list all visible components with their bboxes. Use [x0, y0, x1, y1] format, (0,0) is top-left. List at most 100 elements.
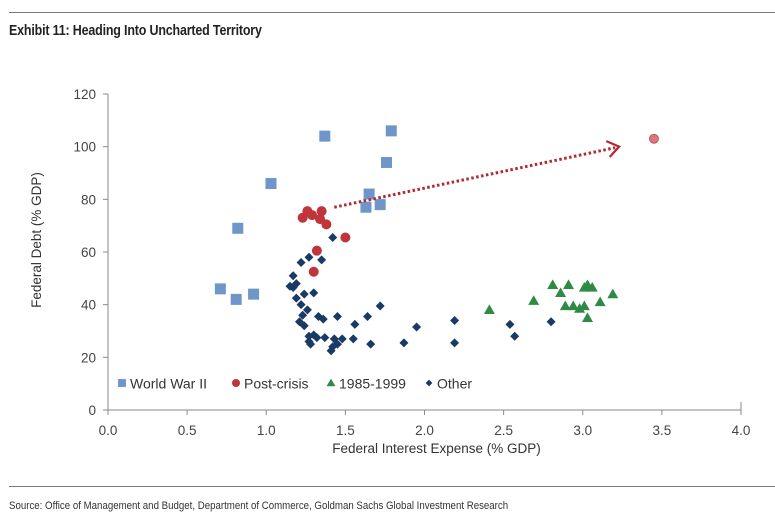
point-other [399, 338, 409, 348]
legend-other-icon [425, 379, 433, 387]
point-1985-1999 [581, 312, 593, 322]
point-world-war-ii [360, 201, 372, 213]
y-tick-label: 40 [81, 298, 96, 313]
point-other [312, 333, 322, 343]
point-other [510, 331, 520, 341]
point-1985-1999 [563, 279, 575, 290]
point-other [320, 333, 330, 343]
point-other [366, 339, 376, 349]
point-other [505, 319, 515, 329]
legend-label: 1985-1999 [339, 376, 406, 392]
point-world-war-ii [232, 222, 244, 234]
y-tick-label: 60 [81, 245, 96, 260]
point-other [299, 321, 309, 331]
x-axis-title: Federal Interest Expense (% GDP) [332, 441, 541, 456]
point-other [306, 339, 316, 349]
point-post-crisis [308, 266, 319, 277]
point-other [291, 293, 301, 303]
projection-arrow-line [333, 146, 616, 209]
point-other [296, 300, 306, 310]
point-1985-1999 [567, 300, 579, 311]
point-post-crisis [307, 210, 318, 221]
point-other [309, 288, 319, 298]
point-other [350, 319, 360, 329]
legend-item-other: Other [425, 376, 472, 392]
point-1985-1999 [555, 287, 567, 297]
y-tick-label: 0 [88, 403, 96, 418]
point-1985-1999 [483, 304, 495, 315]
point-world-war-ii [363, 188, 375, 200]
projection-arrow-head [605, 140, 621, 158]
point-1985-1999 [547, 279, 559, 290]
x-tick-label: 0.0 [99, 423, 118, 438]
point-1985-1999 [574, 303, 586, 313]
scatter-chart: 0 20 40 60 80 100 120 0.0 0.5 1.0 1.5 2.0 2.5 3.0 3.5 4… [29, 87, 750, 456]
y-tick-label: 120 [73, 87, 96, 102]
x-tick-label: 4.0 [732, 423, 751, 438]
point-1985-1999 [607, 288, 619, 299]
point-other [318, 314, 328, 324]
point-other [450, 315, 460, 325]
legend-item-post-crisis: Post-crisis [232, 376, 309, 392]
point-other [332, 312, 342, 322]
point-other [296, 258, 306, 268]
point-post-crisis [340, 232, 351, 243]
point-world-war-ii [319, 130, 331, 142]
point-post-crisis [321, 219, 332, 230]
x-tick-label: 3.5 [652, 423, 671, 438]
point-other [298, 310, 308, 320]
top-rule [9, 12, 775, 13]
point-other [412, 322, 422, 332]
point-post-crisis [316, 206, 327, 217]
point-world-war-ii [374, 199, 386, 211]
point-other [363, 312, 373, 322]
point-other [304, 252, 314, 262]
point-other [375, 301, 385, 311]
x-tick-label: 2.0 [415, 423, 434, 438]
point-other [326, 346, 336, 356]
y-tick-label: 100 [73, 140, 96, 155]
point-1985-1999 [528, 295, 540, 305]
annotations [333, 140, 621, 209]
point-1985-1999 [586, 282, 598, 292]
legend-item-1985-1999: 1985-1999 [326, 376, 406, 392]
y-tick-label: 20 [81, 350, 96, 365]
point-world-war-ii [214, 283, 226, 295]
legend: World War II Post-crisis 1985-1999 Other [118, 376, 472, 392]
point-other [288, 271, 298, 281]
point-other [450, 338, 460, 348]
legend-label: Other [437, 376, 472, 392]
x-tick-label: 1.0 [257, 423, 276, 438]
legend-1985-1999-icon [326, 378, 336, 387]
data-points [214, 125, 659, 356]
legend-item-world-war-ii: World War II [118, 376, 207, 392]
point-other [288, 283, 298, 293]
point-1985-1999 [578, 300, 590, 311]
x-tick-label: 3.0 [573, 423, 592, 438]
point-projection [649, 133, 659, 144]
point-other [328, 233, 338, 243]
point-world-war-ii [385, 125, 397, 137]
legend-world-war-ii-icon [118, 379, 126, 387]
legend-post-crisis-icon [232, 379, 240, 387]
point-post-crisis [311, 245, 322, 256]
x-tick-label: 0.5 [178, 423, 197, 438]
point-world-war-ii [230, 293, 242, 305]
bottom-rule [9, 486, 775, 487]
point-world-war-ii [248, 288, 260, 300]
point-other [317, 255, 327, 265]
exhibit-title: Exhibit 11: Heading Into Uncharted Terri… [9, 23, 262, 39]
x-tick-label: 1.5 [336, 423, 355, 438]
axes: 0 20 40 60 80 100 120 0.0 0.5 1.0 1.5 2.0 2.5 3.0 3.5 4… [29, 87, 750, 456]
point-other [348, 334, 358, 344]
point-other [299, 289, 309, 299]
point-world-war-ii [265, 178, 277, 190]
point-world-war-ii [381, 156, 393, 168]
point-1985-1999 [559, 300, 571, 311]
y-axis-title: Federal Debt (% GDP) [29, 172, 44, 308]
legend-label: Post-crisis [244, 376, 309, 392]
point-other [302, 305, 312, 315]
point-1985-1999 [594, 296, 606, 307]
legend-label: World War II [130, 376, 207, 392]
point-other [337, 334, 347, 344]
